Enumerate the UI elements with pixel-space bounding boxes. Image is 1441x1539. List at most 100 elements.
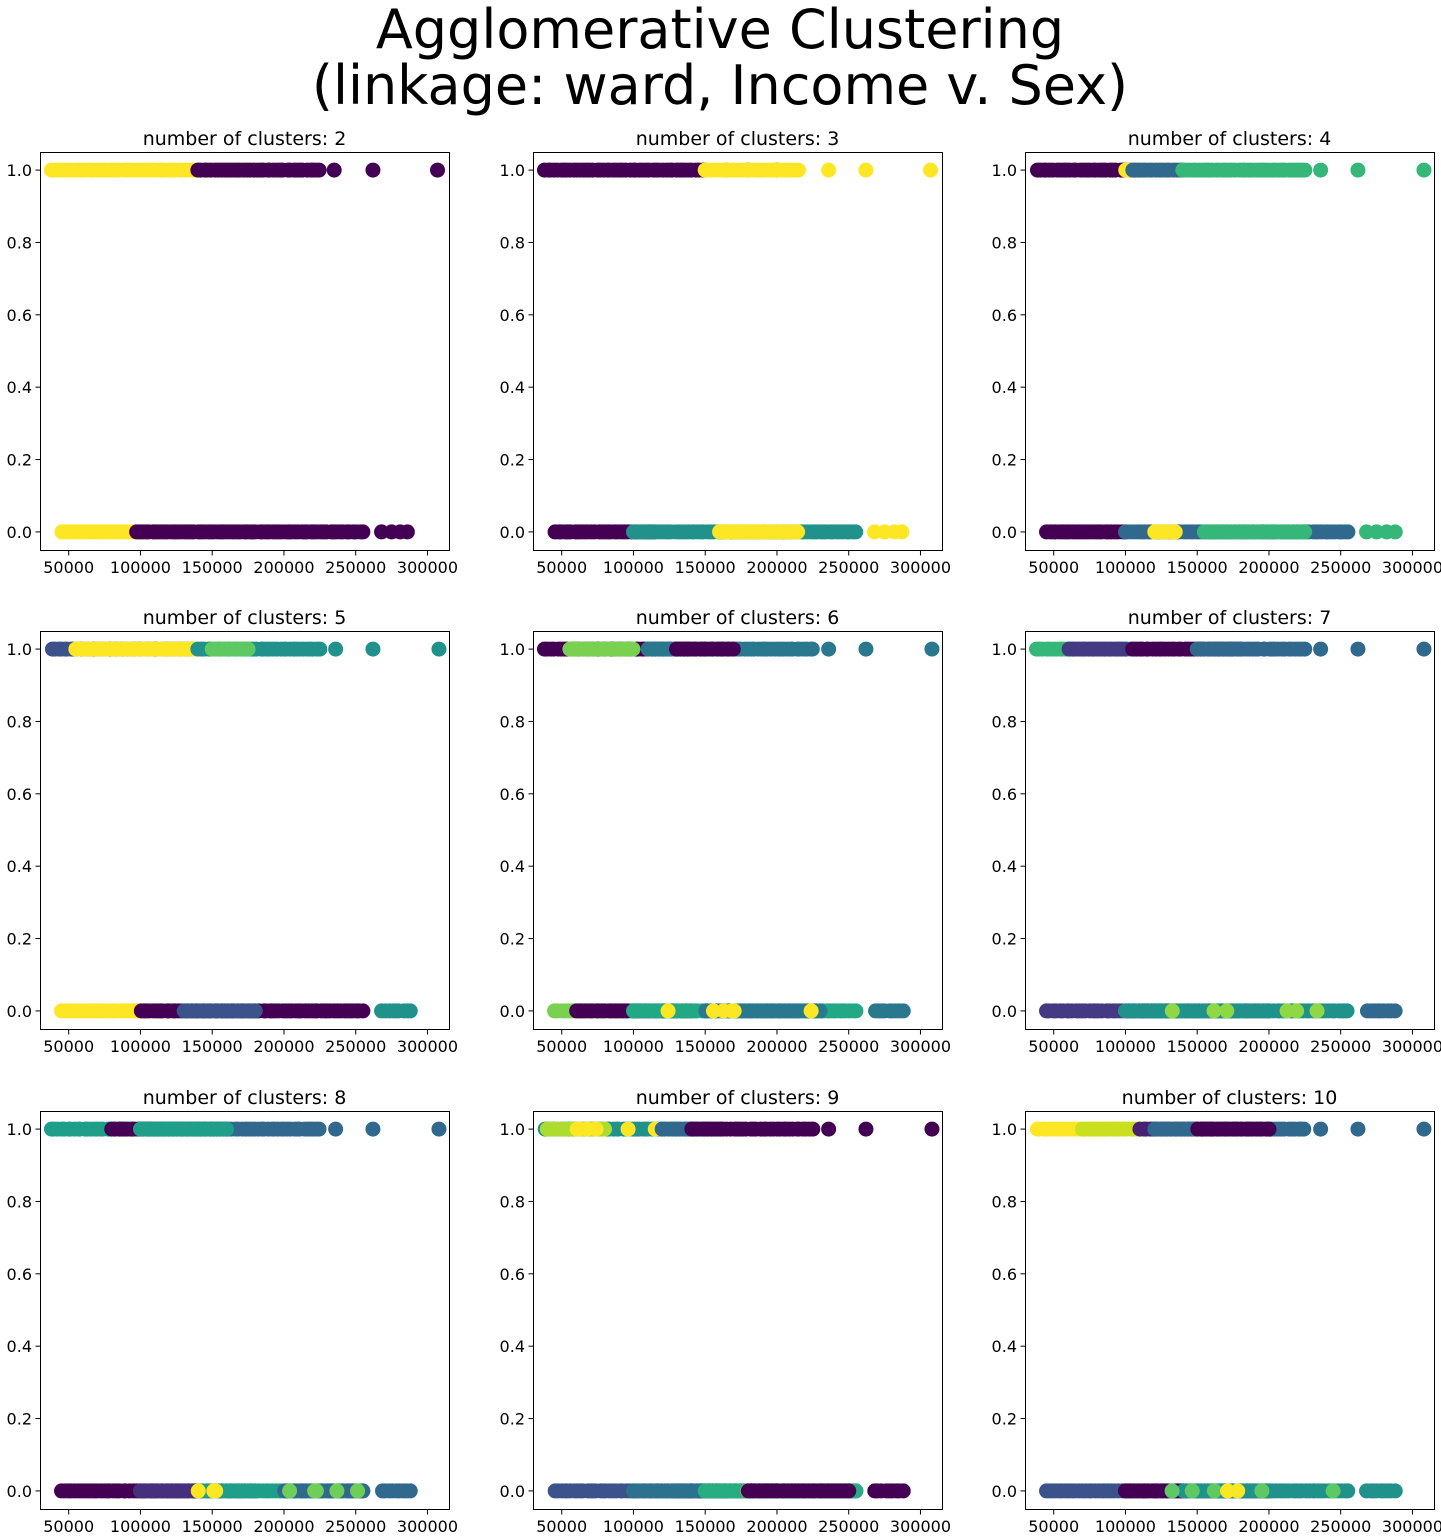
data-point [1340, 524, 1356, 540]
y-tick-label: 0.4 [7, 378, 32, 397]
x-tick-label: 250000 [325, 558, 386, 577]
data-point [858, 162, 874, 178]
data-point [790, 524, 806, 540]
data-point [1297, 641, 1313, 657]
data-point [821, 162, 837, 178]
figure-title-line-2: (linkage: ward, Income v. Sex) [312, 54, 1128, 117]
x-tick-label: 200000 [1238, 1037, 1299, 1056]
data-point [1340, 1483, 1356, 1499]
scatter-points [44, 641, 447, 1019]
subplot-title: number of clusters: 6 [636, 607, 840, 629]
data-point [923, 162, 939, 178]
y-tick-label: 1.0 [500, 640, 525, 659]
x-tick-label: 150000 [1167, 1037, 1228, 1056]
y-tick-label: 0.6 [500, 785, 525, 804]
y-tick-label: 0.2 [992, 930, 1017, 949]
scatter-points [1028, 641, 1432, 1019]
data-point [311, 1121, 327, 1137]
x-tick-label: 100000 [603, 1037, 664, 1056]
y-tick-label: 0.0 [992, 523, 1017, 542]
x-tick-label: 200000 [253, 1517, 314, 1536]
y-tick-label: 0.8 [7, 712, 32, 731]
data-point [355, 1003, 371, 1019]
data-point [1206, 1003, 1222, 1019]
data-point [307, 1483, 323, 1499]
y-tick-label: 0.2 [992, 451, 1017, 470]
x-tick-label: 300000 [397, 1517, 458, 1536]
y-tick-label: 0.8 [992, 1192, 1017, 1211]
data-point [329, 1483, 345, 1499]
x-tick-label: 300000 [1382, 1037, 1441, 1056]
x-tick-label: 100000 [603, 558, 664, 577]
scatter-points [537, 1121, 940, 1499]
x-tick-label: 100000 [110, 558, 171, 577]
subplot-1: number of clusters: 2 50000 100000 150000 20… [7, 128, 458, 577]
y-tick-label: 1.0 [500, 161, 525, 180]
subplot-2: number of clusters: 3 50000 100000 150000 20… [500, 128, 951, 577]
subplot-title: number of clusters: 2 [143, 128, 347, 150]
y-tick-label: 0.6 [500, 1265, 525, 1284]
figure-title-line-1: Agglomerative Clustering [376, 0, 1064, 61]
scatter-points [1029, 162, 1432, 540]
x-tick-label: 100000 [1095, 1037, 1156, 1056]
data-point [1313, 162, 1329, 178]
data-point [1416, 162, 1432, 178]
data-point [1164, 1003, 1180, 1019]
y-tick-label: 0.2 [500, 1410, 525, 1429]
y-tick-label: 0.2 [992, 1410, 1017, 1429]
data-point [1325, 1483, 1341, 1499]
data-point [240, 641, 256, 657]
y-tick-label: 0.0 [500, 1002, 525, 1021]
data-point [620, 1121, 636, 1137]
axes-frame [533, 631, 943, 1030]
x-tick-label: 50000 [1028, 1517, 1079, 1536]
y-tick-label: 1.0 [7, 161, 32, 180]
data-point [1350, 1121, 1366, 1137]
subplot-title: number of clusters: 5 [143, 607, 347, 629]
x-tick-label: 150000 [1167, 1517, 1228, 1536]
subplot-3: number of clusters: 4 50000 100000 150000 20… [992, 128, 1441, 577]
x-tick-label: 200000 [253, 558, 314, 577]
subplot-title: number of clusters: 3 [636, 128, 840, 150]
data-point [1261, 1121, 1277, 1137]
x-tick-label: 150000 [182, 1517, 243, 1536]
y-tick-label: 1.0 [992, 1120, 1017, 1139]
x-tick-label: 150000 [1167, 558, 1228, 577]
axes-frame [533, 1111, 943, 1510]
data-point [365, 162, 381, 178]
data-point [1297, 524, 1313, 540]
data-point [1416, 641, 1432, 657]
subplot-7: number of clusters: 8 50000 100000 150000 20… [7, 1087, 458, 1536]
subplot-8: number of clusters: 9 50000 100000 150000 20… [500, 1087, 951, 1536]
y-tick-label: 1.0 [7, 1120, 32, 1139]
data-point [924, 1121, 940, 1137]
axes-frame [1025, 631, 1435, 1030]
data-point [569, 1121, 585, 1137]
data-point [1309, 1003, 1325, 1019]
x-tick-label: 200000 [746, 1037, 807, 1056]
x-tick-label: 250000 [325, 1037, 386, 1056]
x-tick-label: 300000 [397, 1037, 458, 1056]
subplot-title: number of clusters: 8 [143, 1087, 347, 1109]
y-tick-label: 0.4 [500, 378, 525, 397]
y-tick-label: 0.6 [7, 1265, 32, 1284]
subplot-grid: number of clusters: 2 50000 100000 150000 20… [7, 128, 1441, 1536]
x-tick-label: 50000 [43, 558, 94, 577]
y-tick-label: 1.0 [7, 640, 32, 659]
data-point [247, 1003, 263, 1019]
data-point [311, 162, 327, 178]
x-tick-label: 250000 [818, 1517, 879, 1536]
scatter-points [43, 1121, 447, 1499]
x-tick-label: 200000 [253, 1037, 314, 1056]
y-tick-label: 0.0 [7, 1002, 32, 1021]
x-tick-label: 250000 [1310, 558, 1371, 577]
y-tick-label: 1.0 [992, 161, 1017, 180]
x-tick-label: 250000 [818, 1037, 879, 1056]
subplot-title: number of clusters: 9 [636, 1087, 840, 1109]
data-point [328, 1121, 344, 1137]
data-point [1219, 1003, 1235, 1019]
subplot-6: number of clusters: 7 50000 100000 150000 20… [992, 607, 1441, 1056]
data-point [924, 641, 940, 657]
y-tick-label: 0.0 [500, 1482, 525, 1501]
y-tick-label: 0.8 [500, 1192, 525, 1211]
